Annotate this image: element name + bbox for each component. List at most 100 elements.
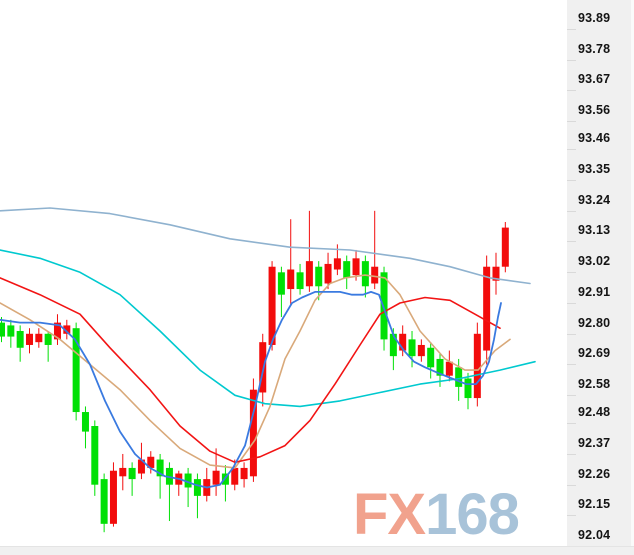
price-label: 93.24 xyxy=(578,192,611,207)
axis-tick-mark xyxy=(567,59,576,61)
axis-tick-mark xyxy=(567,423,576,425)
price-axis: 93.89 93.78 93.67 93.56 93.46 93.35 93.24 93.13… xyxy=(560,0,634,555)
candle-body-up xyxy=(53,322,61,340)
axis-tick-mark xyxy=(567,241,576,243)
ma-blue-fast xyxy=(0,290,502,489)
chart-plot-area xyxy=(0,207,536,533)
watermark-168-text: 168 xyxy=(425,482,520,547)
candle-body-up xyxy=(231,467,239,485)
candle-body-up xyxy=(371,266,379,284)
axis-tick-mark xyxy=(567,333,576,335)
candle-body-up xyxy=(483,266,491,351)
candle-body-up xyxy=(399,333,407,351)
ma-red xyxy=(0,277,501,464)
candle-body-up xyxy=(287,269,295,290)
axis-tick-mark xyxy=(567,149,576,151)
axis-tick-mark xyxy=(567,395,576,397)
price-label: 92.15 xyxy=(578,497,611,512)
candle-body-down xyxy=(100,479,108,524)
price-label: 92.91 xyxy=(578,284,611,299)
candle-body-down xyxy=(277,272,285,295)
candle-body-down xyxy=(184,473,192,488)
candle-body-down xyxy=(343,261,351,278)
time-axis-strip xyxy=(0,546,634,555)
price-label: 92.26 xyxy=(578,466,611,481)
candle-body-up xyxy=(109,470,117,524)
candle-body-up xyxy=(333,258,341,270)
candle-body-down xyxy=(296,272,304,290)
candle-body-up xyxy=(352,258,360,276)
candle-body-down xyxy=(16,330,24,348)
axis-tick-mark xyxy=(567,453,576,455)
candle-body-down xyxy=(380,272,388,340)
candle-body-up xyxy=(63,325,71,334)
candle-body-up xyxy=(268,266,276,345)
candle-body-up xyxy=(259,342,267,393)
candle-body-down xyxy=(455,367,463,387)
candle-body-up xyxy=(147,456,155,468)
price-label: 92.37 xyxy=(578,435,611,450)
axis-tick-mark xyxy=(567,90,576,92)
price-axis-strip: 93.89 93.78 93.67 93.56 93.46 93.35 93.24 93.13… xyxy=(567,0,634,555)
watermark-fx-text: FX xyxy=(353,482,426,547)
axis-tick-mark xyxy=(567,302,576,304)
axis-tick-mark xyxy=(567,364,576,366)
price-label: 92.69 xyxy=(578,346,611,361)
candle-body-down xyxy=(408,339,416,357)
candle-body-up xyxy=(137,459,145,474)
candle-body-down xyxy=(156,459,164,477)
candle-body-up xyxy=(212,470,220,485)
candle-body-down xyxy=(7,325,15,337)
price-label: 93.78 xyxy=(578,41,611,56)
ma-tan xyxy=(0,274,511,469)
candle-body-up xyxy=(417,344,425,357)
candle-body-down xyxy=(128,467,136,480)
ma-steelblue-long xyxy=(0,207,531,285)
price-label: 93.35 xyxy=(578,161,611,176)
price-label: 92.04 xyxy=(578,528,611,542)
axis-tick-mark xyxy=(567,29,576,30)
price-label: 93.02 xyxy=(578,254,611,269)
price-label: 92.80 xyxy=(578,315,611,330)
axis-tick-mark xyxy=(567,210,576,212)
fx168-watermark: FX168 xyxy=(353,482,520,547)
candle-body-up xyxy=(501,227,509,267)
candle-body-up xyxy=(492,266,500,281)
axis-tick-mark xyxy=(567,121,576,123)
candle-body-down xyxy=(81,412,89,432)
candle-body-down xyxy=(91,426,99,485)
axis-tick-mark xyxy=(567,272,576,274)
candle-body-up xyxy=(119,467,127,477)
candle-body-up xyxy=(305,261,313,287)
candle-body-down xyxy=(315,266,323,287)
price-label: 93.13 xyxy=(578,223,611,238)
candle-body-down xyxy=(0,322,5,337)
candle-body-up xyxy=(25,333,33,345)
axis-tick-mark xyxy=(567,515,576,517)
candle-body-down xyxy=(72,328,80,413)
candle-body-down xyxy=(436,358,444,376)
candle-body-down xyxy=(427,347,435,368)
price-label: 93.89 xyxy=(578,11,611,25)
axis-tick-mark xyxy=(567,484,576,486)
price-label: 92.58 xyxy=(578,377,611,392)
candle-body-up xyxy=(240,467,248,480)
axis-tick-mark xyxy=(567,179,576,181)
candle-body-down xyxy=(464,378,472,399)
price-label: 93.67 xyxy=(578,72,611,87)
candlestick-chart xyxy=(0,207,536,533)
candle-body-down xyxy=(193,479,201,496)
candle-body-down xyxy=(44,333,52,345)
candle-body-up xyxy=(35,333,43,343)
candle-body-down xyxy=(389,333,397,357)
candle-body-up xyxy=(249,389,257,477)
ma-cyan xyxy=(0,249,536,408)
candle-body-up xyxy=(473,333,481,399)
candle-body-up xyxy=(324,263,332,284)
price-label: 93.46 xyxy=(578,131,611,146)
price-label: 92.48 xyxy=(578,405,611,420)
candle-body-down xyxy=(361,261,369,287)
price-label: 93.56 xyxy=(578,103,611,118)
candle-body-up xyxy=(445,361,453,376)
